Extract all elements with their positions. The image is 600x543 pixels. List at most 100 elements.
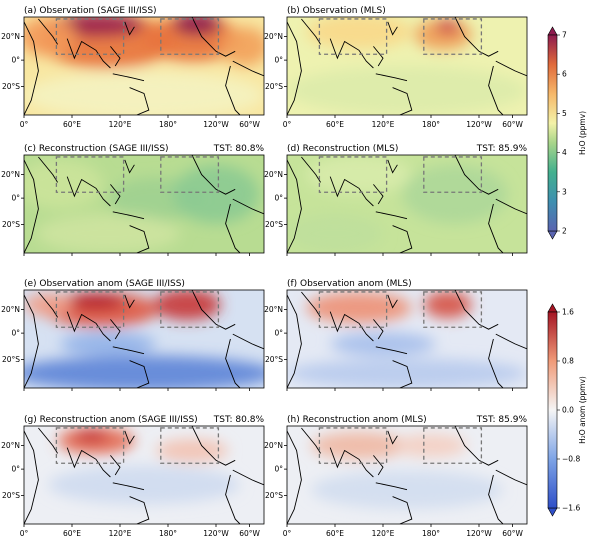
colorbar-tick-label: 7 (562, 31, 567, 40)
colorbar-extend-top (547, 26, 558, 36)
panel-title: (d) Reconstruction (MLS) (287, 144, 398, 154)
x-tick-label: 120°E (372, 120, 395, 129)
y-tick-label: 0° (11, 194, 20, 203)
y-tick-label: 0° (11, 465, 20, 474)
coastline (287, 17, 527, 115)
y-tick-label: 20°S (265, 82, 283, 91)
panel-title: (h) Reconstruction anom (MLS) (287, 415, 427, 425)
colorbar-tick-label: 2 (562, 227, 567, 236)
y-tick-label: 20°S (265, 491, 283, 500)
panel-frame (286, 154, 528, 254)
x-tick-label: 120°E (109, 120, 132, 129)
y-tick-label: 20°S (2, 82, 20, 91)
panel-e: (e) Observation anom (SAGE III/ISS) 20°N 0… (1, 279, 265, 391)
panel-b: (b) Observation (MLS) 20°N 0° 20°S 0° 60°E 120… (264, 6, 528, 129)
y-tick-label: 20°N (264, 32, 283, 41)
panel-title: (g) Reconstruction anom (SAGE III/ISS) (24, 415, 198, 425)
region-box-asia (55, 156, 125, 193)
x-tick-label: 60°E (63, 529, 81, 538)
colorbar-label: H₂O anom (ppmv) (578, 376, 587, 444)
field-blob-3 (36, 213, 180, 253)
colorbar-tick-label: 6 (562, 70, 567, 79)
region-box-america (160, 427, 220, 464)
colorbar-tick-label: 0.0 (562, 406, 574, 415)
field-blob-1 (74, 429, 108, 442)
y-tick-label: 0° (274, 465, 283, 474)
panel-frame (286, 16, 528, 116)
panel-title: (a) Observation (SAGE III/ISS) (24, 6, 157, 16)
field-b (287, 17, 527, 115)
colorbar-bar (547, 34, 558, 232)
panel-title: (c) Reconstruction (SAGE III/ISS) (24, 144, 169, 154)
field-blob-2 (48, 465, 240, 505)
x-tick-label: 120°E (372, 529, 395, 538)
region-box-america (423, 156, 483, 193)
field-blob-6 (220, 26, 264, 66)
field-blob-1 (67, 293, 125, 310)
colorbar-tick-label: 0.8 (562, 357, 574, 366)
field-blob-3 (24, 292, 72, 317)
region-box-america (423, 291, 483, 328)
y-tick-label: 20°N (1, 305, 20, 314)
y-tick-label: 0° (274, 56, 283, 65)
panel-frame (23, 16, 265, 116)
x-tick-label: 0° (283, 120, 292, 129)
y-tick-label: 20°N (264, 441, 283, 450)
colorbar-bar (547, 311, 558, 509)
colorbar-extend-bottom (547, 230, 558, 240)
field-h (287, 426, 527, 524)
field-blob-1 (395, 433, 467, 458)
x-tick-label: 60°W (502, 529, 523, 538)
panel-frame (23, 289, 265, 389)
y-tick-label: 0° (274, 194, 283, 203)
x-tick-label: 120°E (109, 529, 132, 538)
field-blob-0 (24, 159, 104, 209)
y-tick-label: 0° (11, 56, 20, 65)
colorbar-extend-top (547, 303, 558, 313)
x-tick-label: 60°E (326, 529, 344, 538)
coastline (24, 17, 264, 115)
field-blob-0 (311, 431, 407, 460)
colorbar-tick-label: 4 (562, 148, 567, 157)
y-tick-label: 20°S (265, 220, 283, 229)
y-tick-label: 20°N (264, 170, 283, 179)
tst-label: TST: 80.8% (213, 144, 265, 154)
x-tick-label: 180° (422, 120, 440, 129)
coastline (24, 290, 264, 388)
region-box-asia (318, 18, 388, 55)
field-blob-4 (24, 355, 264, 388)
x-tick-label: 120°W (466, 120, 492, 129)
field-blob-0 (306, 291, 412, 324)
field-blob-2 (172, 164, 260, 224)
tst-label: TST: 80.8% (213, 415, 265, 425)
x-tick-label: 60°W (239, 120, 260, 129)
field-f (287, 290, 527, 388)
colorbar-tick-label: 3 (562, 187, 567, 196)
panel-f: (f) Observation anom (MLS) 20°N 0° 20°S (264, 279, 528, 391)
x-tick-label: 180° (422, 529, 440, 538)
y-tick-label: 20°N (1, 441, 20, 450)
region-box-asia (318, 427, 388, 464)
coastline (287, 426, 527, 524)
x-tick-label: 60°W (239, 529, 260, 538)
x-tick-label: 120°W (466, 529, 492, 538)
panel-frame (286, 289, 528, 389)
colorbar-tick-label: 5 (562, 109, 567, 118)
field-blob-2 (153, 290, 221, 321)
x-tick-label: 0° (20, 529, 29, 538)
colorbar-label: H₂O (ppmv) (578, 111, 587, 155)
panel-title: (b) Observation (MLS) (287, 6, 386, 16)
region-box-asia (55, 291, 125, 328)
panel-a: (a) Observation (SAGE III/ISS) 20°N 0° 20°S… (1, 6, 265, 129)
field-blob-3 (156, 438, 228, 463)
field-c (24, 155, 264, 253)
colorbar-extend-bottom (547, 507, 558, 517)
region-box-asia (318, 291, 388, 328)
x-tick-label: 120°W (203, 529, 229, 538)
x-tick-label: 120°W (203, 120, 229, 129)
field-blob-2 (330, 332, 436, 356)
panel-title: (f) Observation anom (MLS) (287, 279, 412, 289)
field-e (24, 290, 264, 388)
panel-frame (286, 425, 528, 525)
